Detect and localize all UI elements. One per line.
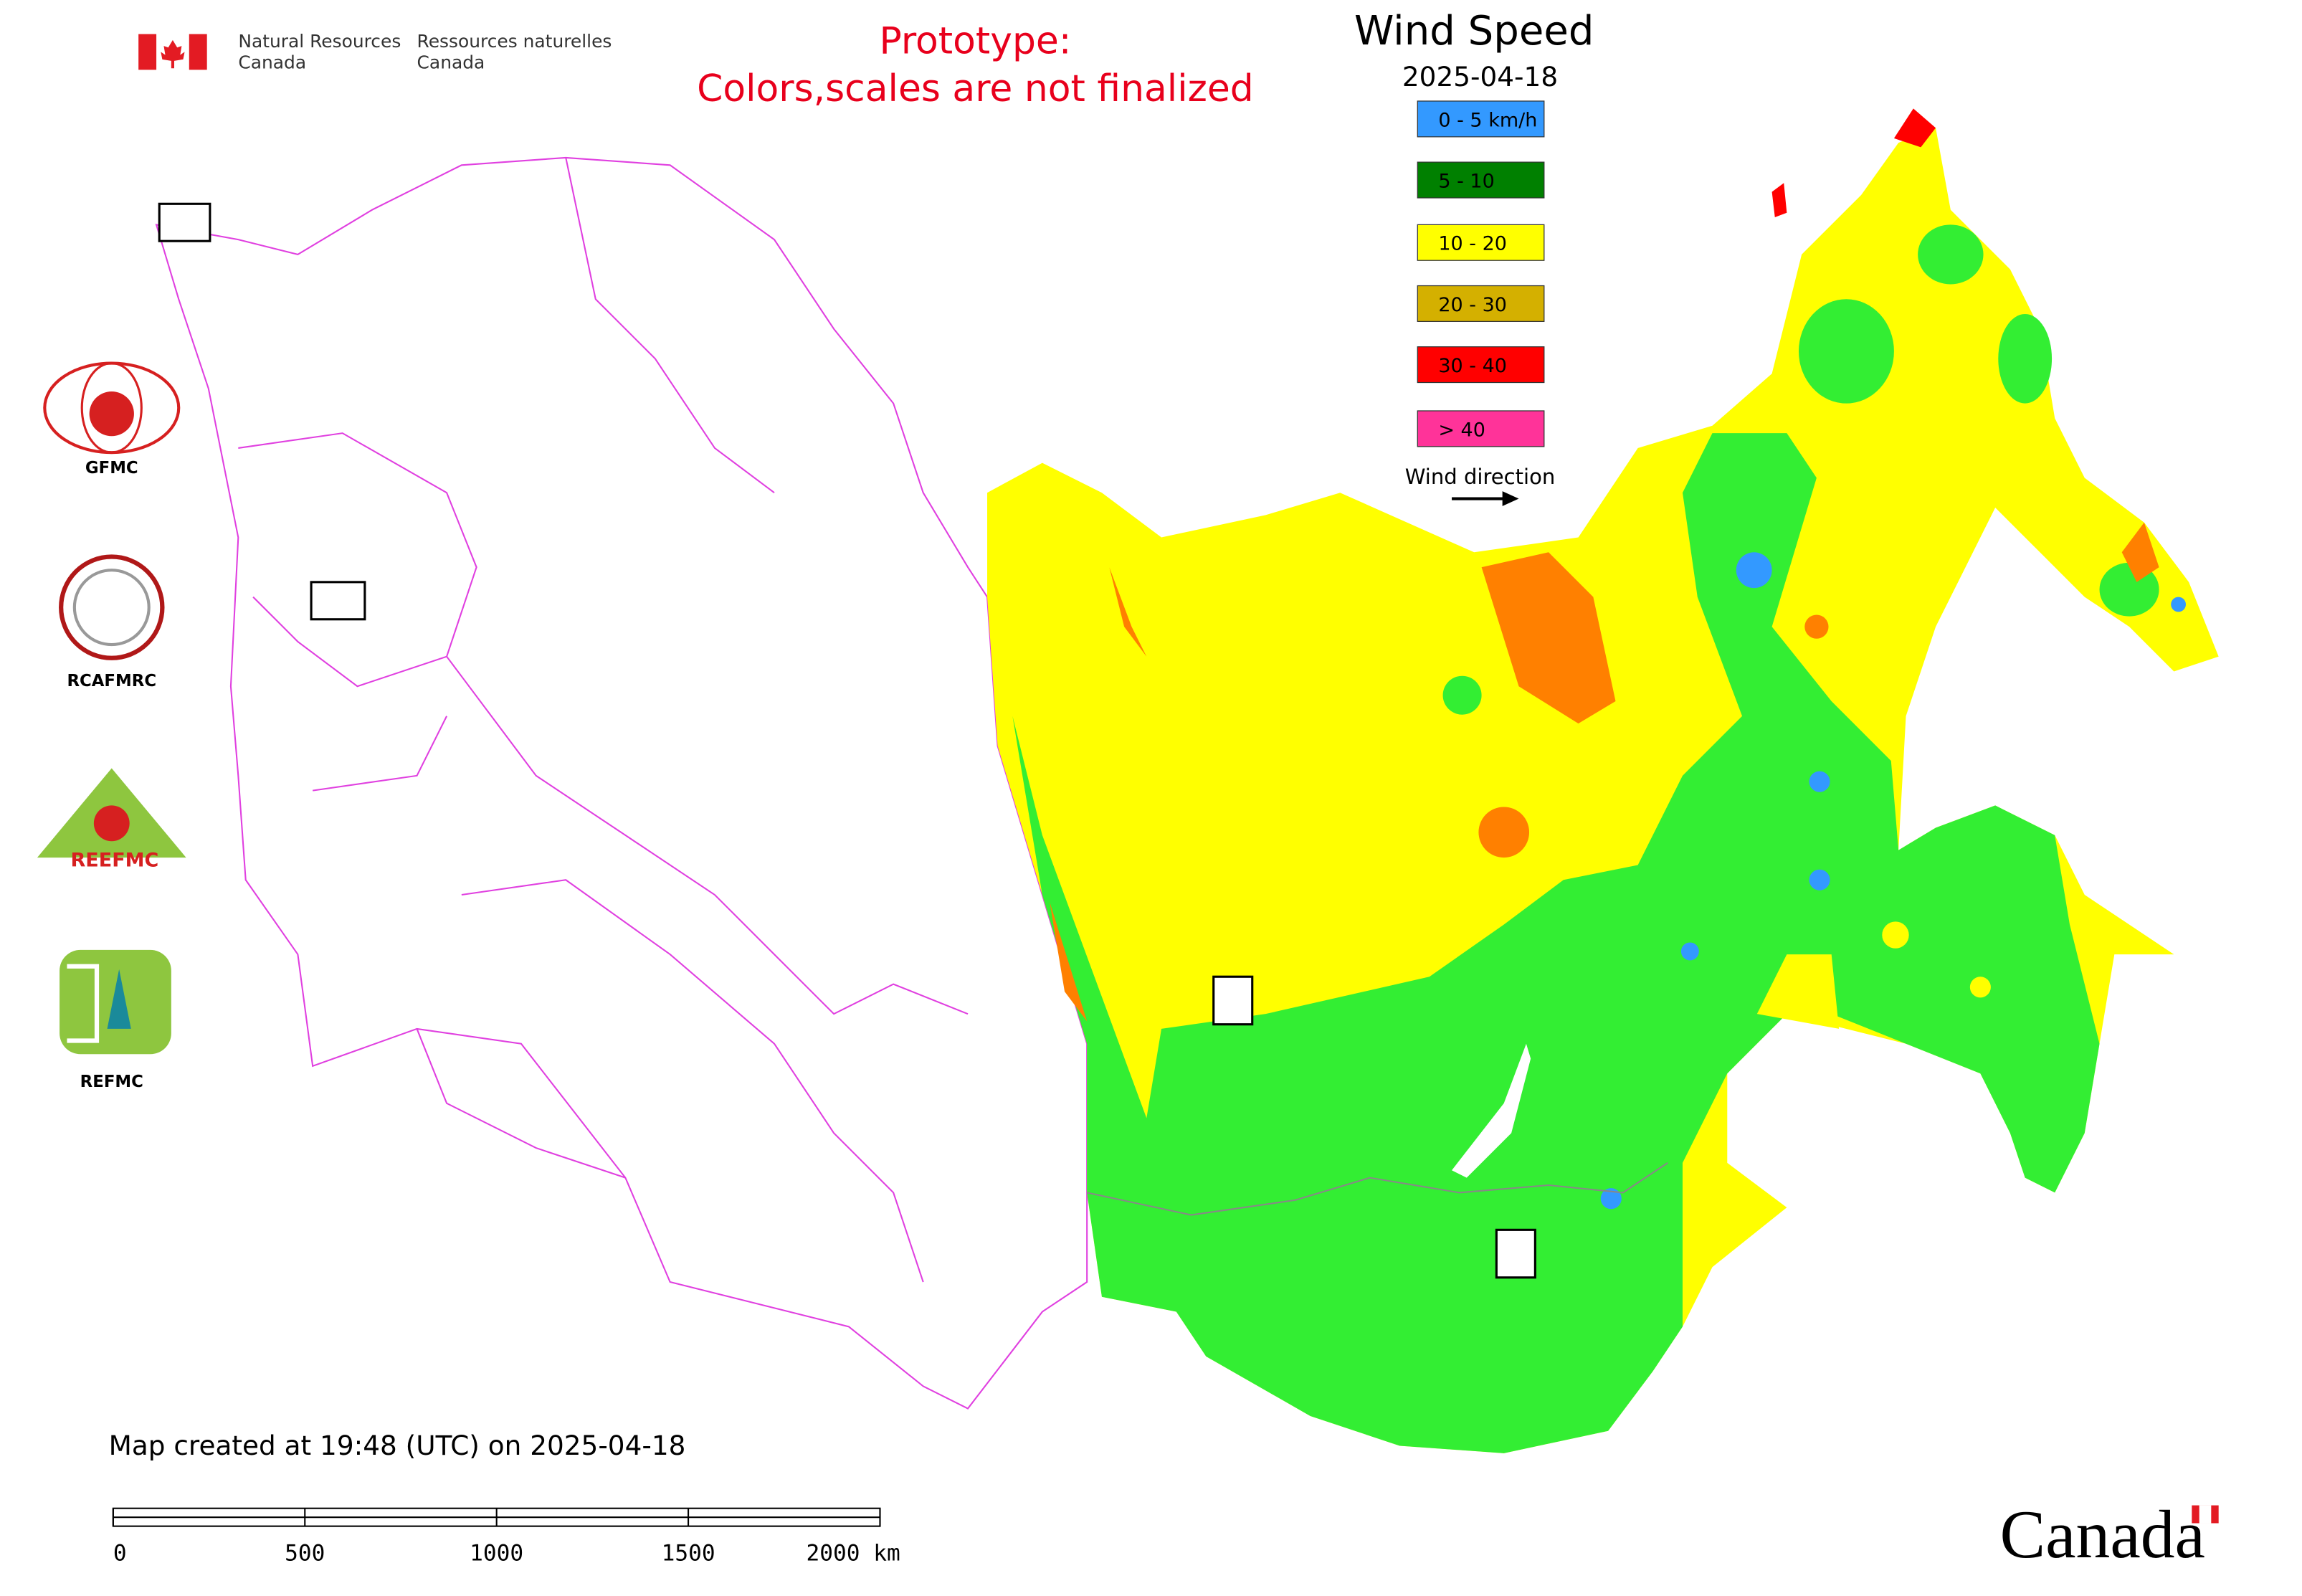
wind-direction-label: Wind direction [1405, 465, 1556, 489]
nrcan-signature: Natural Resources Canada Ressources natu… [138, 31, 612, 72]
map-icons [158, 202, 1536, 1279]
scale-label: 2000 km [806, 1540, 900, 1566]
logo-label: REFMC [80, 1073, 143, 1091]
scale-label: 1500 [662, 1540, 715, 1566]
legend-label: > 40 [1438, 419, 1485, 441]
country-outlines [155, 156, 1088, 1410]
legend-swatch [1417, 100, 1545, 138]
legend-label: 5 - 10 [1438, 170, 1494, 192]
nrcan-en: Natural Resources [238, 31, 401, 52]
legend-label: 30 - 40 [1438, 355, 1507, 377]
legend-swatch [1417, 285, 1545, 322]
legend-label: 10 - 20 [1438, 233, 1507, 255]
logos [37, 361, 186, 1055]
logo-label: GFMC [85, 459, 138, 478]
map-title: Wind Speed [1354, 8, 1594, 54]
notice: Prototype: [879, 20, 1071, 63]
nrcan-fr: Canada [417, 52, 485, 72]
legend-swatch [1417, 346, 1545, 384]
legend-label: 20 - 30 [1438, 294, 1507, 316]
legend: 0 - 5 km/h 5 - 10 10 - 20 20 - 30 30 - 40 > 4… [1417, 100, 1545, 447]
created-note: Map created at 19:48 (UTC) on 2025-04-18 [109, 1430, 686, 1461]
scale-label: 500 [285, 1540, 325, 1566]
scale-bar: 0 500 1000 1500 2000 km [112, 1507, 900, 1566]
scale-label: 0 [113, 1540, 127, 1566]
map-date: 2025-04-18 [1402, 61, 1558, 92]
canada-wordmark: Canada [1999, 1496, 2205, 1572]
nrcan-fr: Ressources naturelles [417, 31, 612, 52]
wordmark-flag [2199, 1505, 2212, 1524]
scale-label: 1000 [470, 1540, 523, 1566]
logo-label: REEFMC [71, 850, 159, 872]
wind-speed-field [987, 108, 2219, 1453]
legend-label: 0 - 5 km/h [1438, 109, 1537, 131]
legend-swatch [1417, 224, 1545, 261]
legend-swatch [1417, 161, 1545, 199]
nrcan-en: Canada [238, 52, 306, 72]
legend-swatch [1417, 410, 1545, 447]
logo-label: RCAFMRC [67, 672, 156, 690]
notice: Colors,scales are not finalized [697, 67, 1254, 110]
wind-arrow [1452, 491, 1519, 506]
